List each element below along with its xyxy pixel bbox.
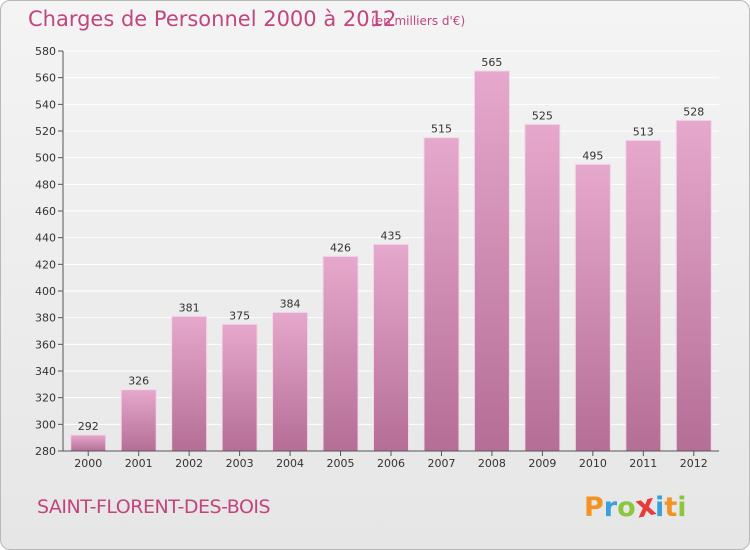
bar [473, 70, 510, 452]
x-tick-label: 2006 [377, 457, 405, 470]
bar [70, 434, 107, 452]
bar [322, 255, 359, 452]
bar [675, 119, 712, 452]
bar-value-label: 375 [229, 309, 250, 322]
y-tick-label: 580 [35, 45, 56, 58]
y-tick-label: 440 [35, 232, 56, 245]
y-tick-label: 540 [35, 98, 56, 111]
bar-value-label: 565 [481, 56, 502, 69]
bar-value-label: 326 [128, 375, 149, 388]
bar-value-label: 384 [280, 297, 301, 310]
x-tick-label: 2002 [175, 457, 203, 470]
y-tick-label: 360 [35, 338, 56, 351]
bar [625, 139, 662, 452]
y-tick-label: 420 [35, 258, 56, 271]
logo-letter: t [664, 492, 678, 523]
y-tick-label: 280 [35, 445, 56, 458]
logo-letter: r [603, 492, 618, 523]
y-tick-label: 520 [35, 125, 56, 138]
x-tick-label: 2007 [427, 457, 455, 470]
x-tick-label: 2004 [276, 457, 304, 470]
bar [120, 389, 157, 452]
chart-subtitle: (en milliers d'€) [371, 14, 466, 28]
x-tick-label: 2005 [327, 457, 355, 470]
y-tick-label: 400 [35, 285, 56, 298]
y-tick-label: 560 [35, 72, 56, 85]
town-name: SAINT-FLORENT-DES-BOIS [37, 496, 271, 518]
proxiti-logo: Proxiti [584, 487, 687, 525]
y-tick-label: 380 [35, 312, 56, 325]
y-tick-label: 340 [35, 365, 56, 378]
x-tick-label: 2010 [579, 457, 607, 470]
bar-value-label: 515 [431, 123, 452, 136]
bar-value-label: 292 [78, 420, 99, 433]
bar-value-label: 528 [683, 105, 704, 118]
bar [171, 315, 208, 452]
bar-value-label: 495 [582, 149, 603, 162]
bar-value-label: 435 [381, 229, 402, 242]
logo-letter: i [677, 492, 687, 523]
logo-letter: P [584, 492, 604, 523]
data-labels: 292 326 381 375 384 426 435 515 565 525 495 513 528 [78, 56, 705, 433]
logo-letter: o [617, 492, 636, 523]
x-tick-label: 2009 [528, 457, 556, 470]
bar-value-label: 513 [633, 125, 654, 138]
x-tick-label: 2000 [74, 457, 102, 470]
bar [221, 323, 258, 452]
x-tick-label: 2011 [629, 457, 657, 470]
y-tick-label: 460 [35, 205, 56, 218]
y-axis: 280 300 320 340 360 380 400 420 440 460 480 500 520 5… [35, 45, 64, 458]
bars [70, 70, 712, 452]
bar-value-label: 426 [330, 241, 351, 254]
bar [423, 137, 460, 452]
x-axis: 2000 2001 2002 2003 2004 2005 2006 2007 2008 2009… [63, 450, 719, 470]
x-tick-label: 2003 [226, 457, 254, 470]
y-tick-label: 480 [35, 178, 56, 191]
bar [373, 243, 409, 452]
bar [524, 123, 561, 452]
y-tick-label: 320 [35, 392, 56, 405]
y-tick-label: 500 [35, 152, 56, 165]
logo-letter: i [655, 492, 665, 523]
bar-value-label: 525 [532, 109, 553, 122]
x-tick-label: 2012 [680, 457, 708, 470]
chart-title: Charges de Personnel 2000 à 2012 [28, 7, 397, 31]
y-tick-label: 300 [35, 418, 56, 431]
bar [272, 311, 309, 452]
x-tick-label: 2008 [478, 457, 506, 470]
x-tick-label: 2001 [125, 457, 153, 470]
bar-value-label: 381 [179, 301, 200, 314]
bar [574, 163, 611, 452]
